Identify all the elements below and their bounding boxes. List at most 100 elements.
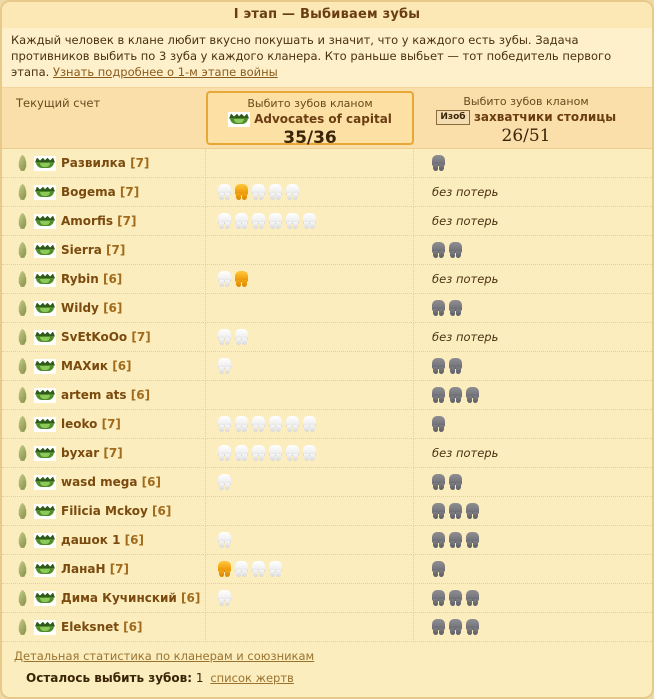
player-name[interactable]: Wildy [6]	[61, 301, 123, 315]
own-clan-teeth-cell	[206, 496, 414, 526]
clan-emblem-icon	[34, 532, 56, 548]
enemy-clan-teeth-cell	[414, 294, 652, 323]
tooth-icon-white	[269, 212, 282, 230]
own-clan-teeth-cell	[206, 554, 414, 584]
detailed-stats-link[interactable]: Детальная статистика по кланерам и союзн…	[14, 649, 315, 663]
score-clan-own: Advocates of capital	[208, 111, 412, 127]
player-name[interactable]: byxar [7]	[61, 446, 123, 460]
table-row: Развилка [7]	[2, 148, 652, 178]
player-name[interactable]: Дима Кучинский [6]	[61, 591, 201, 605]
player-name[interactable]: Filicia Mckoy [6]	[61, 504, 172, 518]
tooth-icon-gold	[235, 183, 248, 201]
current-score-label: Текущий счет	[16, 96, 101, 110]
table-row: artem ats [6]	[2, 380, 652, 410]
player-name[interactable]: Sierra [7]	[61, 243, 126, 257]
player-level: [7]	[106, 243, 126, 257]
player-name[interactable]: Bogema [7]	[61, 185, 140, 199]
broken-image-icon: Изоб	[435, 109, 470, 125]
player-level: [7]	[117, 214, 137, 228]
dome-icon	[16, 560, 29, 578]
clan-emblem-icon	[34, 561, 56, 577]
player-name[interactable]: Eleksnet [6]	[61, 620, 143, 634]
no-loss-label: без потерь	[432, 446, 499, 460]
player-name[interactable]: MAXик [6]	[61, 359, 132, 373]
stage-details-link[interactable]: Узнать подробнее о 1-м этапе войны	[52, 65, 278, 79]
own-clan-teeth-cell	[206, 264, 414, 294]
tooth-icon-white	[252, 183, 265, 201]
tooth-icon-gray	[449, 531, 462, 549]
player-name-cell: Развилка [7]	[2, 148, 206, 178]
own-clan-teeth-cell	[206, 235, 414, 265]
tooth-icon-gray	[432, 473, 445, 491]
player-name[interactable]: Развилка [7]	[61, 156, 150, 170]
score-caption-own: Выбито зубов кланом	[247, 97, 373, 110]
tooth-icon-gray	[466, 386, 479, 404]
own-clan-teeth-cell	[206, 177, 414, 207]
player-name[interactable]: SvEtKoOo [7]	[61, 330, 151, 344]
remaining-teeth-line: Осталось выбить зубов: 1 список жертв	[14, 663, 652, 685]
tooth-icon-white	[303, 415, 316, 433]
table-row: byxar [7] без потерь	[2, 438, 652, 468]
score-caption-enemy: Выбито зубов кланом	[463, 95, 589, 108]
clan-emblem-icon	[34, 155, 56, 171]
tooth-icon-white	[235, 444, 248, 462]
player-name[interactable]: Rybin [6]	[61, 272, 123, 286]
tooth-icon-white	[252, 415, 265, 433]
table-row: Bogema [7] без потерь	[2, 177, 652, 207]
clan-emblem-icon	[34, 271, 56, 287]
player-level: [6]	[103, 301, 123, 315]
dome-icon	[16, 473, 29, 491]
enemy-clan-teeth-cell	[414, 352, 652, 381]
player-level: [7]	[130, 156, 150, 170]
victims-list-link[interactable]: список жертв	[210, 671, 294, 685]
tooth-icon-gray	[466, 589, 479, 607]
enemy-clan-teeth-cell	[414, 381, 652, 410]
tooth-icon-white	[303, 212, 316, 230]
tooth-icon-white	[252, 444, 265, 462]
player-name-cell: Eleksnet [6]	[2, 612, 206, 642]
tooth-icon-white	[269, 415, 282, 433]
clan-emblem-icon	[34, 387, 56, 403]
player-name[interactable]: Amorfis [7]	[61, 214, 137, 228]
own-clan-teeth-cell	[206, 409, 414, 439]
footer: Детальная статистика по кланерам и союзн…	[2, 642, 652, 685]
tooth-icon-gray	[449, 357, 462, 375]
tooth-icon-gray	[449, 473, 462, 491]
player-name[interactable]: дашок 1 [6]	[61, 533, 144, 547]
player-name[interactable]: wasd mega [6]	[61, 475, 161, 489]
player-name[interactable]: ЛанаН [7]	[61, 562, 130, 576]
clan-emblem-icon	[34, 300, 56, 316]
score-box-enemy-clan: Выбито зубов кланом Изоб захватчики стол…	[414, 88, 638, 148]
player-level: [7]	[101, 417, 121, 431]
tooth-icon-gray	[432, 357, 445, 375]
player-name-cell: byxar [7]	[2, 438, 206, 468]
table-row: Wildy [6]	[2, 293, 652, 323]
tooth-icon-white	[269, 183, 282, 201]
tooth-icon-white	[235, 328, 248, 346]
dome-icon	[16, 241, 29, 259]
clan-emblem-icon	[34, 503, 56, 519]
player-level: [6]	[181, 591, 201, 605]
own-clan-teeth-cell	[206, 293, 414, 323]
tooth-icon-gray	[432, 386, 445, 404]
stage-description: Каждый человек в клане любит вкусно поку…	[2, 28, 652, 87]
players-table: Развилка [7] Bogema [7] без потерь Amorfis …	[2, 148, 652, 642]
clan-emblem-icon	[34, 474, 56, 490]
enemy-clan-teeth-cell	[414, 149, 652, 178]
enemy-clan-teeth-cell: без потерь	[414, 323, 652, 352]
tooth-icon-gray	[432, 154, 445, 172]
table-row: ЛанаН [7]	[2, 554, 652, 584]
tooth-icon-white	[252, 212, 265, 230]
player-level: [7]	[119, 185, 140, 199]
enemy-clan-teeth-cell	[414, 497, 652, 526]
player-name[interactable]: leoko [7]	[61, 417, 121, 431]
score-clan-enemy: Изоб захватчики столицы	[414, 109, 638, 125]
enemy-clan-teeth-cell	[414, 468, 652, 497]
player-name-cell: artem ats [6]	[2, 380, 206, 410]
dome-icon	[16, 618, 29, 636]
stage-description-text: Каждый человек в клане любит вкусно поку…	[11, 33, 612, 79]
score-clan-enemy-name: захватчики столицы	[473, 110, 617, 124]
player-name[interactable]: artem ats [6]	[61, 388, 151, 402]
own-clan-teeth-cell	[206, 612, 414, 642]
enemy-clan-teeth-cell: без потерь	[414, 265, 652, 294]
